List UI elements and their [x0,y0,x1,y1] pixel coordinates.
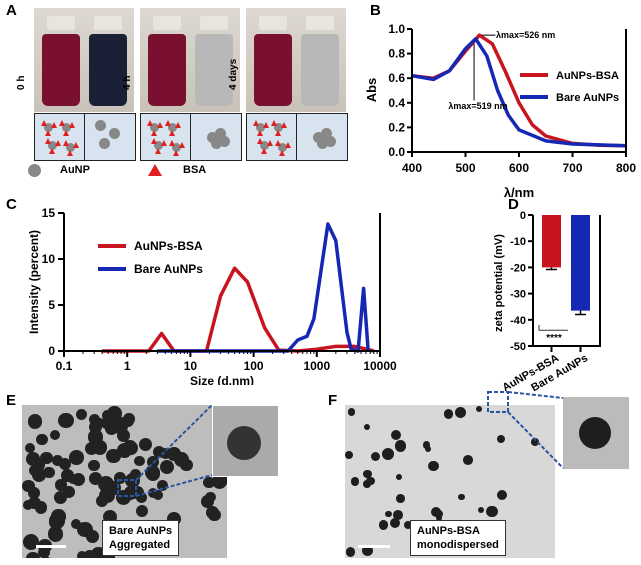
panel-label-e: E [6,392,17,409]
label-bsa-monodispersed: AuNPs-BSA monodispersed [410,520,506,556]
tem-zoom-inset-f [563,397,629,469]
zoom-connector-lines [117,391,564,497]
panel-label-f: F [328,392,338,409]
x-tick-label: 800 [616,161,636,175]
bar-0 [542,215,561,268]
label-line2: Aggregated [109,539,171,551]
panel-label-a: A [6,2,17,19]
significance-label: **** [546,333,562,344]
x-tick-label: 600 [509,161,529,175]
y-axis-label: Abs [364,78,379,103]
x-tick-label: 100 [244,359,264,373]
vial [254,34,292,106]
y-tick-label: 10 [42,252,56,266]
axes [532,215,601,347]
time-label: 4 days [228,58,239,90]
label-line2: monodispersed [417,539,499,551]
y-tick-label: 0 [48,344,55,358]
x-tick-label: 400 [402,161,422,175]
panel-label-d: D [508,196,519,213]
tem-zoom-inset-e [212,405,279,477]
panel-label-c: C [6,196,17,213]
x-axis-label: λ/nm [504,185,534,200]
vial [89,34,127,106]
bsa-icon [148,164,162,176]
y-tick-label: 5 [48,298,55,312]
vial-photo [246,8,346,112]
y-tick-label: 1.0 [388,22,405,36]
significance-bracket [538,325,568,331]
axes [63,213,381,352]
x-tick-label: 700 [562,161,582,175]
y-tick-label: 15 [42,206,56,220]
scale-bar [358,545,390,548]
annotation-526: λmax=526 nm [496,30,555,40]
y-tick-label: -50 [510,341,526,353]
y-tick-label: 0 [520,210,526,222]
legend-label: AuNPs-BSA [556,70,619,82]
y-tick-label: 0.8 [388,47,405,61]
vial [195,34,233,106]
y-tick-label: -10 [510,236,526,248]
error-bar [546,267,557,271]
y-tick-label: 0.0 [388,145,405,159]
legend-bsa: BSA [183,164,207,176]
vial-photo [140,8,240,112]
error-bar [575,310,586,316]
y-tick-label: -30 [510,289,526,301]
panel-a-legend: AuNP BSA [28,163,328,179]
legend-label: Bare AuNPs [134,262,203,276]
annotation-519: λmax=519 nm [448,101,507,111]
time-label: 0 h [16,75,27,90]
aunp-icon [28,164,41,177]
vial [301,34,339,106]
legend-label: AuNPs-BSA [134,239,203,253]
x-tick-label: 1000 [303,359,330,373]
vial-photo [34,8,134,112]
x-tick-label: 10000 [363,359,397,373]
y-axis-label: Intensity (percent) [27,230,41,334]
y-tick-label: 0.4 [388,96,405,110]
chart-c-dls: 0.1 1 10 100 1000 10000 0 5 10 15 Size (d.nm) Inten… [27,206,397,385]
series-line-1 [411,37,627,148]
scale-bar [36,545,66,548]
legend-aunp: AuNP [60,164,90,176]
vial [42,34,80,106]
series-line-1 [157,222,370,353]
x-tick-label: 0.1 [56,359,73,373]
legend-label: Bare AuNPs [556,92,619,104]
panel-label-b: B [370,2,381,19]
label-line1: Bare AuNPs [109,525,173,537]
x-tick-label: 500 [455,161,475,175]
bar-1 [571,215,590,311]
axes [411,29,627,153]
x-axis-label: Size (d.nm) [190,374,254,385]
time-label: 4 h [122,75,133,90]
y-tick-label: -20 [510,262,526,274]
label-bare-aggregated: Bare AuNPs Aggregated [102,520,180,556]
x-tick-label: 10 [184,359,198,373]
y-tick-label: 0.2 [388,120,405,134]
y-axis-label: zeta potential (mV) [493,234,505,332]
schematic-box [34,113,136,161]
y-tick-label: 0.6 [388,71,405,85]
schematic-box [140,113,242,161]
schematic-box [246,113,348,161]
chart-b-absorbance: 400 500 600 700 800 0.0 0.2 0.4 0.6 0.8 1.0 λ/nm Abs… [364,22,636,200]
series-line-0 [102,266,375,353]
y-tick-label: -40 [510,315,526,327]
x-tick-label: 1 [124,359,131,373]
vial [148,34,186,106]
label-line1: AuNPs-BSA [417,525,480,537]
